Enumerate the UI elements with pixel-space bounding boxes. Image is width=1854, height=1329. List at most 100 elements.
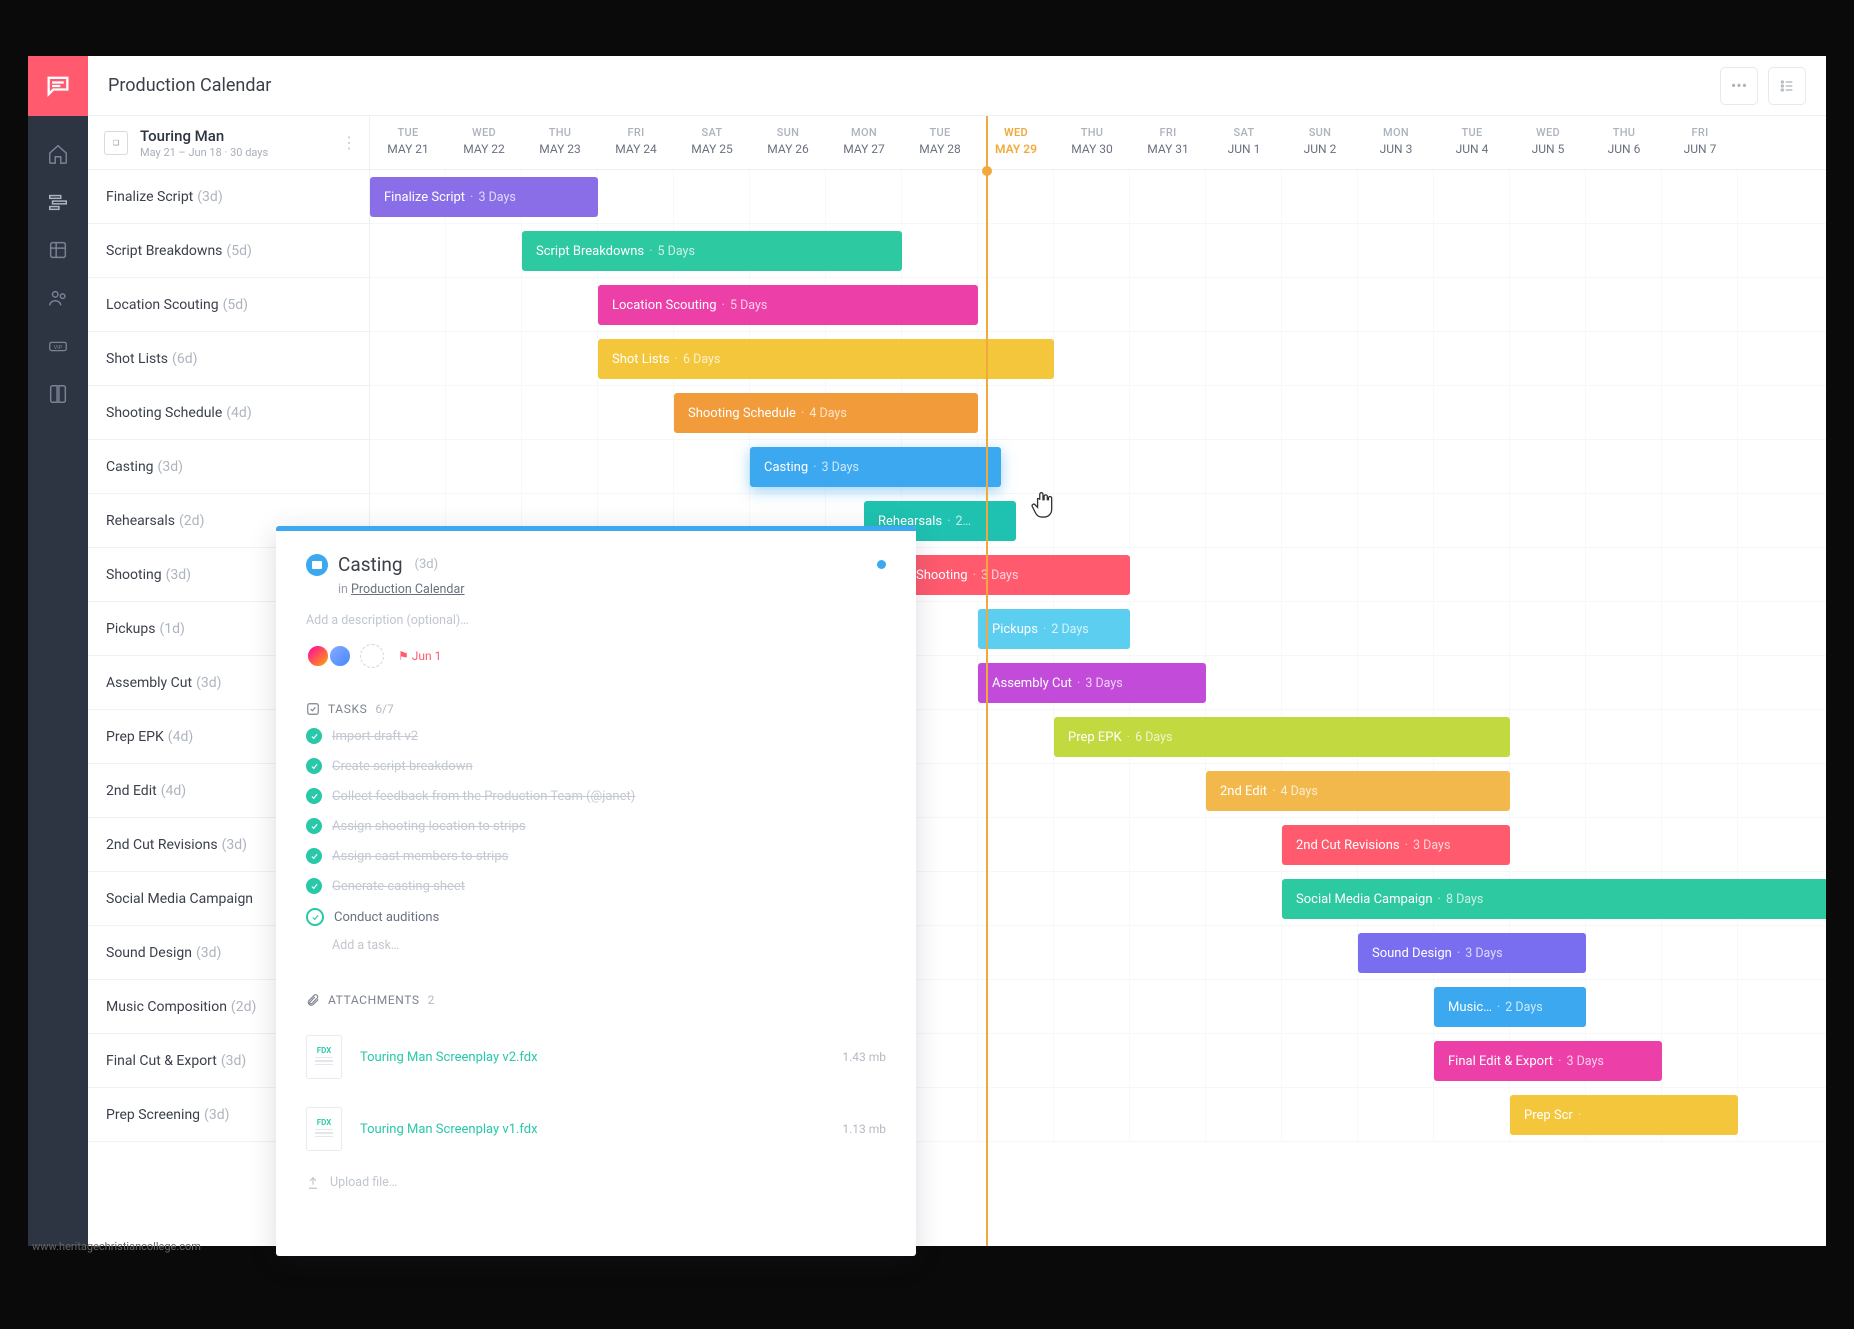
today-indicator <box>986 116 988 1246</box>
gantt-bar[interactable]: Finalize Script·3 Days <box>370 177 598 217</box>
nav-team-icon[interactable] <box>46 286 70 310</box>
nav-grid-icon[interactable] <box>46 238 70 262</box>
upload-file-input[interactable]: Upload file… <box>330 1175 397 1190</box>
date-column: THUJUN 6 <box>1586 116 1662 169</box>
date-column: SUNJUN 2 <box>1282 116 1358 169</box>
app-logo[interactable] <box>28 56 88 116</box>
breadcrumb-link[interactable]: Production Calendar <box>351 582 464 597</box>
task-row[interactable]: Shot Lists(6d) <box>88 332 369 386</box>
status-dot-icon[interactable] <box>877 560 886 569</box>
paperclip-icon <box>306 993 320 1007</box>
date-column: MONJUN 3 <box>1358 116 1434 169</box>
subtask-row[interactable]: Import draft v2 <box>306 728 886 744</box>
gantt-row: Shot Lists·6 Days <box>370 332 1826 386</box>
check-icon[interactable] <box>306 818 322 834</box>
check-icon[interactable] <box>306 908 324 926</box>
gantt-bar[interactable]: Prep EPK·6 Days <box>1054 717 1510 757</box>
task-row[interactable]: Casting(3d) <box>88 440 369 494</box>
project-range: May 21 – Jun 18 · 30 days <box>140 146 268 159</box>
check-icon[interactable] <box>306 728 322 744</box>
gantt-bar[interactable]: Prep Scr· <box>1510 1095 1738 1135</box>
check-icon[interactable] <box>306 848 322 864</box>
project-header: ❏ Touring Man May 21 – Jun 18 · 30 days … <box>88 116 369 170</box>
assignee-avatar[interactable] <box>306 644 330 668</box>
task-row[interactable]: Script Breakdowns(5d) <box>88 224 369 278</box>
date-column: SATJUN 1 <box>1206 116 1282 169</box>
checklist-icon <box>306 702 320 716</box>
gantt-row: Location Scouting·5 Days <box>370 278 1826 332</box>
gantt-bar[interactable]: Script Breakdowns·5 Days <box>522 231 902 271</box>
nav-book-icon[interactable] <box>46 382 70 406</box>
gantt-bar[interactable]: 2nd Cut Revisions·3 Days <box>1282 825 1510 865</box>
subtask-row[interactable]: Generate casting sheet <box>306 878 886 894</box>
date-column: MONMAY 27 <box>826 116 902 169</box>
task-row[interactable]: Finalize Script(3d) <box>88 170 369 224</box>
task-row[interactable]: Shooting Schedule(4d) <box>88 386 369 440</box>
gantt-bar[interactable]: Final Edit & Export·3 Days <box>1434 1041 1662 1081</box>
subtask-row[interactable]: Conduct auditions <box>306 908 886 926</box>
nav-timeline-icon[interactable] <box>46 190 70 214</box>
task-detail-panel: Casting (3d) in Production Calendar Add … <box>276 526 916 1256</box>
date-header: TUEMAY 21WEDMAY 22THUMAY 23FRIMAY 24SATM… <box>370 116 1826 170</box>
add-task-input[interactable]: Add a task… <box>332 938 886 953</box>
more-options-button[interactable]: ••• <box>1720 67 1758 105</box>
date-column: SUNMAY 26 <box>750 116 826 169</box>
date-column: THUMAY 23 <box>522 116 598 169</box>
gantt-bar[interactable]: Casting·3 Days <box>750 447 1001 487</box>
due-date[interactable]: Jun 1 <box>398 649 441 663</box>
watermark: www.heritagechristiancollege.com <box>32 1240 201 1253</box>
gantt-bar[interactable]: Location Scouting·5 Days <box>598 285 978 325</box>
gantt-row: Casting·3 Days <box>370 440 1826 494</box>
date-column: FRIJUN 7 <box>1662 116 1738 169</box>
gantt-bar[interactable]: Shooting·3 Days <box>902 555 1130 595</box>
gantt-bar[interactable]: Pickups·2 Days <box>978 609 1130 649</box>
gantt-bar[interactable]: 2nd Edit·4 Days <box>1206 771 1510 811</box>
detail-title: Casting <box>338 553 403 576</box>
date-column: TUEMAY 28 <box>902 116 978 169</box>
detail-duration: (3d) <box>415 557 439 572</box>
attachments-section-label: ATTACHMENTS <box>328 993 420 1007</box>
gantt-row: Shooting Schedule·4 Days <box>370 386 1826 440</box>
date-column: SATMAY 25 <box>674 116 750 169</box>
attachment-row[interactable]: FDX Touring Man Screenplay v1.fdx 1.13 m… <box>306 1093 886 1165</box>
check-icon[interactable] <box>306 788 322 804</box>
gantt-bar[interactable]: Shooting Schedule·4 Days <box>674 393 978 433</box>
date-column: THUMAY 30 <box>1054 116 1130 169</box>
page-title: Production Calendar <box>108 75 271 96</box>
gantt-bar[interactable]: Sound Design·3 Days <box>1358 933 1586 973</box>
tasks-section-label: TASKS <box>328 702 367 716</box>
subtask-row[interactable]: Collect feedback from the Production Tea… <box>306 788 886 804</box>
check-icon[interactable] <box>306 758 322 774</box>
subtask-row[interactable]: Create script breakdown <box>306 758 886 774</box>
list-view-button[interactable] <box>1768 67 1806 105</box>
project-name: Touring Man <box>140 127 268 145</box>
date-column: WEDMAY 29 <box>978 116 1054 169</box>
gantt-bar[interactable]: Assembly Cut·3 Days <box>978 663 1206 703</box>
gantt-row: Script Breakdowns·5 Days <box>370 224 1826 278</box>
date-column: WEDJUN 5 <box>1510 116 1586 169</box>
gantt-bar[interactable]: Music…·2 Days <box>1434 987 1586 1027</box>
subtask-row[interactable]: Assign cast members to strips <box>306 848 886 864</box>
file-icon: FDX <box>306 1107 342 1151</box>
attachment-row[interactable]: FDX Touring Man Screenplay v2.fdx 1.43 m… <box>306 1021 886 1093</box>
task-row[interactable]: Location Scouting(5d) <box>88 278 369 332</box>
date-column: TUEMAY 21 <box>370 116 446 169</box>
project-menu-icon[interactable]: ⋮ <box>341 133 357 152</box>
project-icon: ❏ <box>104 131 128 155</box>
date-column: FRIMAY 24 <box>598 116 674 169</box>
topbar: Production Calendar ••• <box>88 56 1826 116</box>
task-type-icon <box>306 554 328 576</box>
check-icon[interactable] <box>306 878 322 894</box>
breadcrumb: in Production Calendar <box>338 582 886 597</box>
nav-vip-icon[interactable]: VIP <box>46 334 70 358</box>
description-input[interactable]: Add a description (optional)… <box>306 613 886 628</box>
date-column: FRIMAY 31 <box>1130 116 1206 169</box>
upload-icon <box>306 1176 320 1190</box>
gantt-row: Finalize Script·3 Days <box>370 170 1826 224</box>
sidebar: VIP <box>28 56 88 1246</box>
assignee-avatar[interactable] <box>328 644 352 668</box>
nav-home-icon[interactable] <box>46 142 70 166</box>
subtask-row[interactable]: Assign shooting location to strips <box>306 818 886 834</box>
gantt-bar[interactable]: Social Media Campaign·8 Days <box>1282 879 1826 919</box>
add-assignee-button[interactable] <box>360 644 384 668</box>
